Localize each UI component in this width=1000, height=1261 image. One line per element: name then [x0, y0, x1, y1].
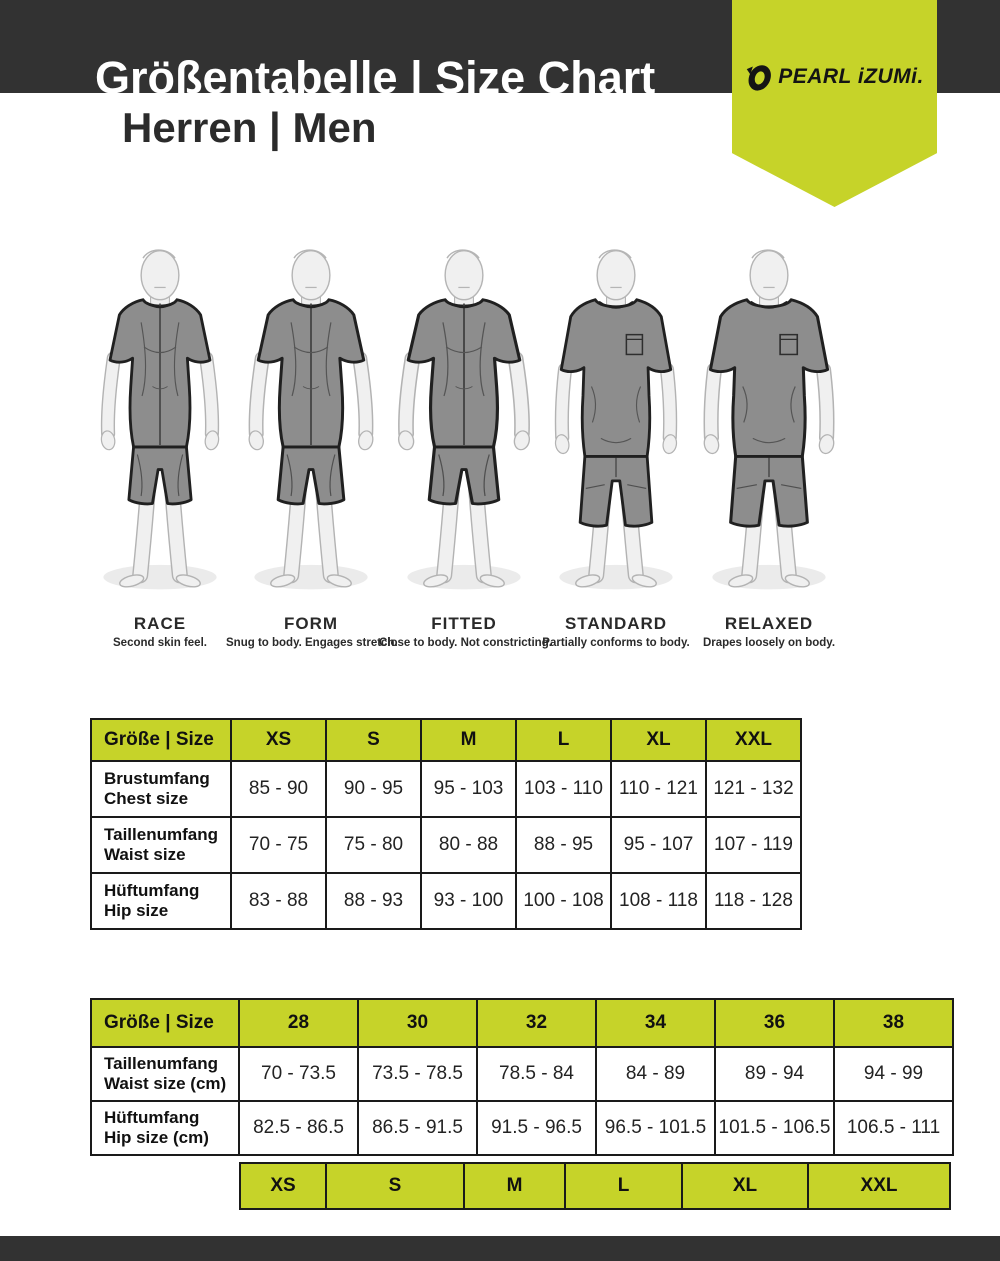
- table-cell: 70 - 73.5: [238, 1046, 359, 1102]
- letter-cell: XXL: [809, 1162, 951, 1210]
- fit-figure-form: FORM Snug to body. Engages stretch.: [226, 245, 398, 649]
- table-row: Taillenumfang Waist size (cm) 70 - 73.5 7…: [90, 1046, 954, 1102]
- column-header: XXL: [705, 718, 802, 762]
- table-cell: 96.5 - 101.5: [595, 1100, 716, 1156]
- race-figure-illustration: [75, 245, 245, 596]
- table-cell: 108 - 118: [610, 872, 707, 930]
- column-header: S: [325, 718, 422, 762]
- column-header: 36: [714, 998, 835, 1048]
- fit-name: STANDARD: [564, 614, 668, 633]
- table-cell: 78.5 - 84: [476, 1046, 597, 1102]
- column-header: 28: [238, 998, 359, 1048]
- table-cell: 86.5 - 91.5: [357, 1100, 478, 1156]
- column-header: 32: [476, 998, 597, 1048]
- table-cell: 94 - 99: [833, 1046, 954, 1102]
- table-cell: 103 - 110: [515, 760, 612, 818]
- fit-description: Drapes loosely on body.: [702, 637, 836, 649]
- form-figure-illustration: [226, 245, 396, 596]
- table-row: Hüftumfang Hip size 83 - 88 88 - 93 93 - …: [90, 872, 802, 930]
- column-header: 38: [833, 998, 954, 1048]
- table-cell: 93 - 100: [420, 872, 517, 930]
- table-cell: 85 - 90: [230, 760, 327, 818]
- letter-cell: S: [327, 1162, 465, 1210]
- letter-cell: XS: [239, 1162, 327, 1210]
- column-header: Größe | Size: [90, 998, 240, 1048]
- fit-figure-standard: STANDARD Partially conforms to body.: [531, 245, 701, 649]
- column-header: 34: [595, 998, 716, 1048]
- table-cell: 82.5 - 86.5: [238, 1100, 359, 1156]
- row-label: Brustumfang Chest size: [90, 760, 232, 818]
- fit-name: RACE: [133, 614, 187, 633]
- table-cell: 90 - 95: [325, 760, 422, 818]
- row-label: Taillenumfang Waist size (cm): [90, 1046, 240, 1102]
- fit-description: Close to body. Not constricting.: [379, 637, 552, 649]
- table-cell: 73.5 - 78.5: [357, 1046, 478, 1102]
- table-cell: 75 - 80: [325, 816, 422, 874]
- table-cell: 107 - 119: [705, 816, 802, 874]
- letter-size-table: Größe | Size XS S M L XL XXL Brustumfang…: [90, 718, 802, 930]
- standard-figure-illustration: [531, 245, 701, 596]
- numeric-size-table: Größe | Size 28 30 32 34 36 38 Taillenum…: [90, 998, 954, 1156]
- fitted-figure-illustration: [379, 245, 549, 596]
- page-subtitle: Herren | Men: [122, 104, 377, 151]
- brand-ribbon: PEARL iZUMi.: [732, 0, 937, 207]
- table-header-row: Größe | Size XS S M L XL XXL: [90, 718, 802, 762]
- fit-description: Partially conforms to body.: [542, 637, 690, 649]
- column-header: 30: [357, 998, 478, 1048]
- fit-figure-relaxed: RELAXED Drapes loosely on body.: [684, 245, 854, 649]
- fit-figure-race: RACE Second skin feel.: [75, 245, 245, 649]
- table-cell: 80 - 88: [420, 816, 517, 874]
- table-cell: 121 - 132: [705, 760, 802, 818]
- pearl-izumi-p-icon: [746, 65, 772, 91]
- brand-logo: PEARL iZUMi.: [732, 62, 937, 92]
- fit-description: Snug to body. Engages stretch.: [226, 637, 398, 649]
- row-label: Taillenumfang Waist size: [90, 816, 232, 874]
- fit-description: Second skin feel.: [113, 637, 207, 649]
- brand-wordmark: PEARL iZUMi.: [778, 65, 924, 88]
- table-cell: 88 - 95: [515, 816, 612, 874]
- table-cell: 95 - 107: [610, 816, 707, 874]
- table-cell: 70 - 75: [230, 816, 327, 874]
- column-header: XS: [230, 718, 327, 762]
- row-label: Hüftumfang Hip size: [90, 872, 232, 930]
- table-cell: 110 - 121: [610, 760, 707, 818]
- fit-name: RELAXED: [724, 614, 814, 633]
- fit-figure-fitted: FITTED Close to body. Not constricting.: [379, 245, 552, 649]
- column-header: Größe | Size: [90, 718, 232, 762]
- table-cell: 89 - 94: [714, 1046, 835, 1102]
- table-row: Hüftumfang Hip size (cm) 82.5 - 86.5 86.5…: [90, 1100, 954, 1156]
- letter-equivalence-row: XS S M L XL XXL: [239, 1162, 951, 1210]
- column-header: XL: [610, 718, 707, 762]
- page-title: Größentabelle | Size Chart: [95, 52, 656, 93]
- table-cell: 91.5 - 96.5: [476, 1100, 597, 1156]
- footer-band: [0, 1236, 1000, 1261]
- table-cell: 106.5 - 111: [833, 1100, 954, 1156]
- table-cell: 84 - 89: [595, 1046, 716, 1102]
- table-header-row: Größe | Size 28 30 32 34 36 38: [90, 998, 954, 1048]
- relaxed-figure-illustration: [684, 245, 854, 596]
- letter-cell: L: [566, 1162, 683, 1210]
- row-label: Hüftumfang Hip size (cm): [90, 1100, 240, 1156]
- fit-name: FORM: [283, 614, 339, 633]
- table-cell: 100 - 108: [515, 872, 612, 930]
- letter-cell: XL: [683, 1162, 809, 1210]
- column-header: L: [515, 718, 612, 762]
- table-cell: 95 - 103: [420, 760, 517, 818]
- letter-cell: M: [465, 1162, 566, 1210]
- column-header: M: [420, 718, 517, 762]
- table-row: Brustumfang Chest size 85 - 90 90 - 95 95…: [90, 760, 802, 818]
- table-cell: 118 - 128: [705, 872, 802, 930]
- fit-name: FITTED: [431, 614, 497, 633]
- table-cell: 83 - 88: [230, 872, 327, 930]
- table-row: Taillenumfang Waist size 70 - 75 75 - 80 …: [90, 816, 802, 874]
- table-cell: 88 - 93: [325, 872, 422, 930]
- table-cell: 101.5 - 106.5: [714, 1100, 835, 1156]
